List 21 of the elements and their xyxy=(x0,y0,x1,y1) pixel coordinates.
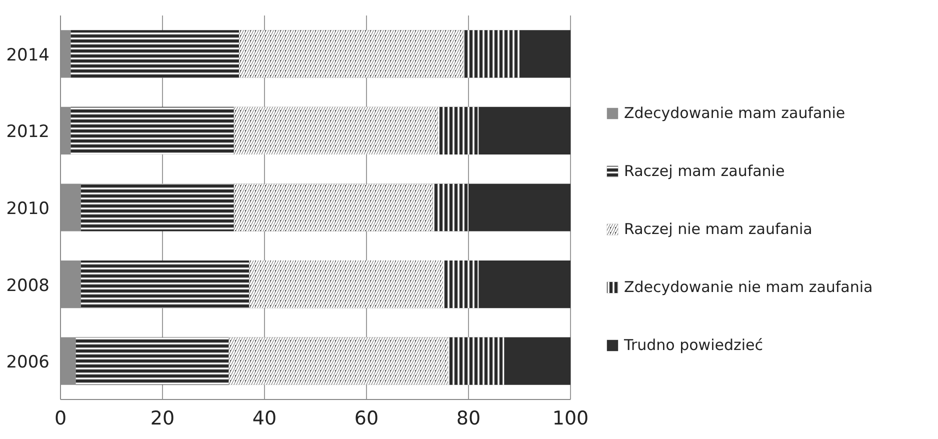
x-tick-label: 20 xyxy=(150,408,175,430)
x-tick-label: 80 xyxy=(456,408,481,430)
x-tick-label: 60 xyxy=(354,408,379,430)
bar xyxy=(504,337,570,385)
legend-label: Raczej nie mam zaufania xyxy=(624,220,812,238)
legend-label: Zdecydowanie nie mam zaufania xyxy=(624,278,873,296)
legend-label: Raczej mam zaufanie xyxy=(624,162,785,180)
x-tick-label: 100 xyxy=(552,408,589,430)
x-tick-label: 40 xyxy=(252,408,277,430)
legend-label: Zdecydowanie mam zaufanie xyxy=(624,104,846,122)
y-tick-label: 2014 xyxy=(6,45,50,66)
y-tick-label: 2012 xyxy=(6,122,50,142)
y-tick-label: 2010 xyxy=(6,199,50,219)
bar xyxy=(478,260,570,308)
y-tick-label: 2006 xyxy=(6,352,50,373)
bar xyxy=(520,30,570,78)
bar xyxy=(478,106,570,155)
x-tick-label: 0 xyxy=(54,408,67,430)
legend-label: Trudno powiedzieć xyxy=(624,336,764,354)
bar xyxy=(468,184,570,232)
y-tick-label: 2008 xyxy=(6,276,50,296)
